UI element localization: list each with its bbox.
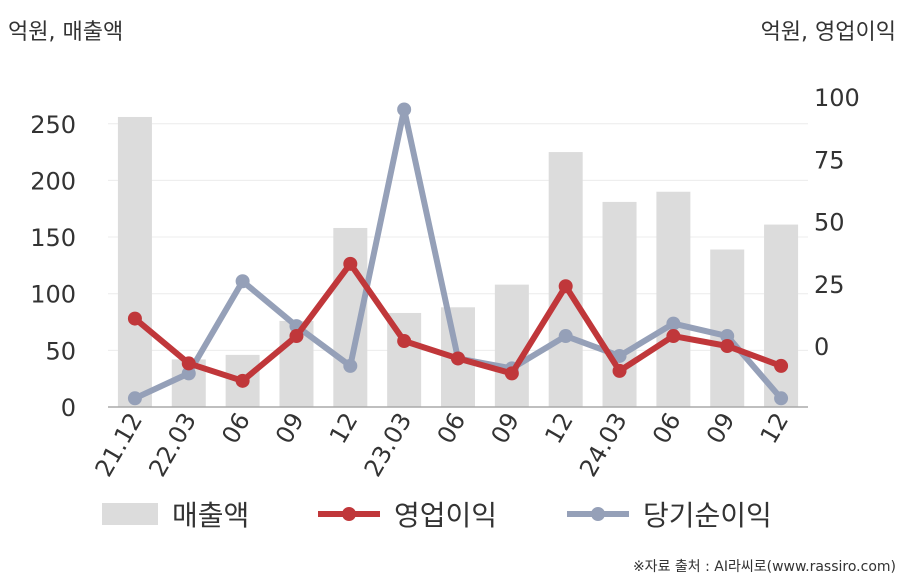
x-tick-label: 12 (539, 408, 579, 448)
revenue-bar (494, 284, 529, 407)
legend-item-net-profit: 당기순이익 (567, 494, 772, 534)
legend-swatch-net-profit (567, 507, 629, 521)
operating-profit-point (289, 329, 304, 344)
operating-profit-point (235, 373, 250, 388)
left-tick-label: 100 (30, 281, 76, 309)
net-profit-point (397, 102, 412, 117)
right-tick-label: 50 (814, 209, 845, 237)
operating-profit-point (127, 311, 142, 326)
x-tick-label: 09 (486, 408, 526, 448)
right-axis-unit-label: 억원, 영업이익 (760, 20, 896, 45)
x-tick-label: 09 (270, 408, 310, 448)
net-profit-point (181, 366, 196, 381)
net-profit-point (343, 358, 358, 373)
operating-profit-point (666, 329, 681, 344)
operating-profit-point (343, 256, 358, 271)
x-tick-label: 09 (701, 408, 741, 448)
source-note: ※자료 출처 : AI라씨로(www.rassiro.com) (632, 559, 896, 575)
operating-profit-point (774, 358, 789, 373)
x-tick-label: 12 (324, 408, 364, 448)
left-tick-label: 50 (45, 337, 76, 365)
legend-swatch-operating-profit (318, 507, 380, 521)
net-profit-point (774, 391, 789, 406)
operating-profit-point (397, 334, 412, 349)
x-tick-label: 24.03 (574, 408, 633, 482)
legend-label-revenue: 매출액 (172, 499, 250, 532)
left-tick-label: 200 (30, 167, 76, 195)
right-tick-label: 25 (814, 271, 845, 299)
legend: 매출액 영업이익 당기순이익 (0, 494, 908, 534)
net-profit-point (558, 329, 573, 344)
operating-profit-point (181, 356, 196, 371)
x-tick-label: 06 (647, 408, 687, 448)
net-profit-point (235, 274, 250, 289)
left-tick-label: 150 (30, 224, 76, 252)
operating-profit-point (558, 279, 573, 294)
legend-label-net-profit: 당기순이익 (643, 499, 772, 532)
right-tick-label: 75 (814, 146, 845, 174)
net-profit-point (612, 348, 627, 363)
revenue-bar (710, 249, 745, 407)
operating-profit-point (504, 366, 519, 381)
legend-swatch-revenue (102, 503, 158, 525)
x-tick-label: 22.03 (143, 408, 202, 482)
operating-profit-point (612, 363, 627, 378)
revenue-bar (764, 224, 799, 407)
revenue-bar (656, 191, 691, 407)
left-axis-unit-label: 억원, 매출액 (8, 20, 124, 45)
x-tick-label: 06 (432, 408, 472, 448)
right-tick-label: 100 (814, 84, 860, 112)
x-tick-label: 21.12 (90, 408, 149, 482)
x-tick-label: 06 (216, 408, 256, 448)
x-tick-label: 23.03 (359, 408, 418, 482)
operating-profit-point (720, 339, 735, 353)
legend-label-operating-profit: 영업이익 (394, 499, 498, 532)
operating-profit-point (451, 351, 465, 366)
legend-item-revenue: 매출액 (102, 494, 249, 534)
net-profit-point (666, 316, 681, 331)
net-profit-point (720, 329, 735, 344)
net-profit-point (127, 391, 142, 406)
x-tick-label: 12 (755, 408, 795, 448)
left-tick-label: 250 (30, 111, 76, 139)
right-tick-label: 0 (814, 333, 829, 361)
revenue-bar (117, 116, 152, 408)
legend-item-operating-profit: 영업이익 (318, 494, 497, 534)
left-tick-label: 0 (61, 394, 76, 422)
